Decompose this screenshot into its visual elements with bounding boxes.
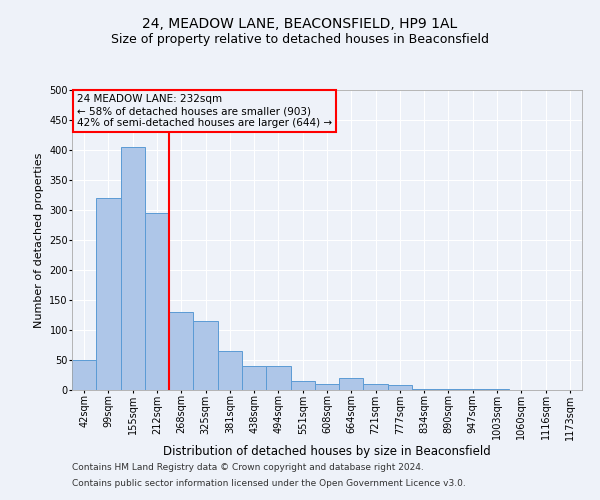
Text: Contains public sector information licensed under the Open Government Licence v3: Contains public sector information licen…: [72, 478, 466, 488]
X-axis label: Distribution of detached houses by size in Beaconsfield: Distribution of detached houses by size …: [163, 445, 491, 458]
Bar: [169, 312, 193, 390]
Bar: [72, 360, 96, 390]
Text: Size of property relative to detached houses in Beaconsfield: Size of property relative to detached ho…: [111, 32, 489, 46]
Text: Contains HM Land Registry data © Crown copyright and database right 2024.: Contains HM Land Registry data © Crown c…: [72, 464, 424, 472]
Bar: [266, 366, 290, 390]
Text: 24 MEADOW LANE: 232sqm
← 58% of detached houses are smaller (903)
42% of semi-de: 24 MEADOW LANE: 232sqm ← 58% of detached…: [77, 94, 332, 128]
Bar: [96, 198, 121, 390]
Bar: [121, 147, 145, 390]
Bar: [412, 389, 436, 390]
Text: 24, MEADOW LANE, BEACONSFIELD, HP9 1AL: 24, MEADOW LANE, BEACONSFIELD, HP9 1AL: [142, 18, 458, 32]
Bar: [145, 213, 169, 390]
Bar: [461, 389, 485, 390]
Bar: [436, 389, 461, 390]
Bar: [242, 366, 266, 390]
Bar: [315, 384, 339, 390]
Bar: [339, 378, 364, 390]
Bar: [218, 351, 242, 390]
Y-axis label: Number of detached properties: Number of detached properties: [34, 152, 44, 328]
Bar: [388, 385, 412, 390]
Bar: [290, 381, 315, 390]
Bar: [193, 321, 218, 390]
Bar: [364, 384, 388, 390]
Bar: [485, 389, 509, 390]
